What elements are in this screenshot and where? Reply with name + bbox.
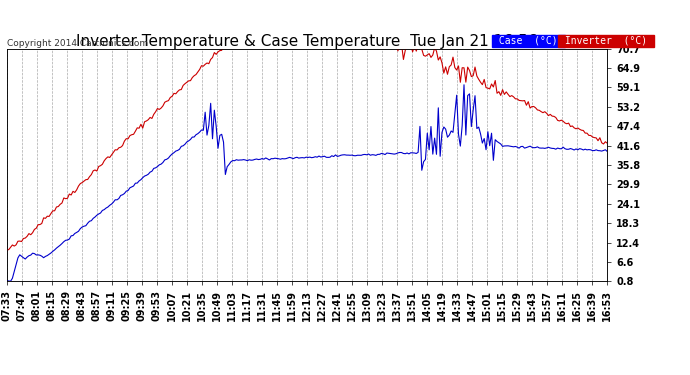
Title: Inverter Temperature & Case Temperature  Tue Jan 21 16:56: Inverter Temperature & Case Temperature …	[77, 34, 538, 49]
Text: Inverter  (°C): Inverter (°C)	[559, 36, 653, 46]
Text: Case  (°C): Case (°C)	[493, 36, 564, 46]
Text: Copyright 2014 Cartronics.com: Copyright 2014 Cartronics.com	[7, 39, 148, 48]
